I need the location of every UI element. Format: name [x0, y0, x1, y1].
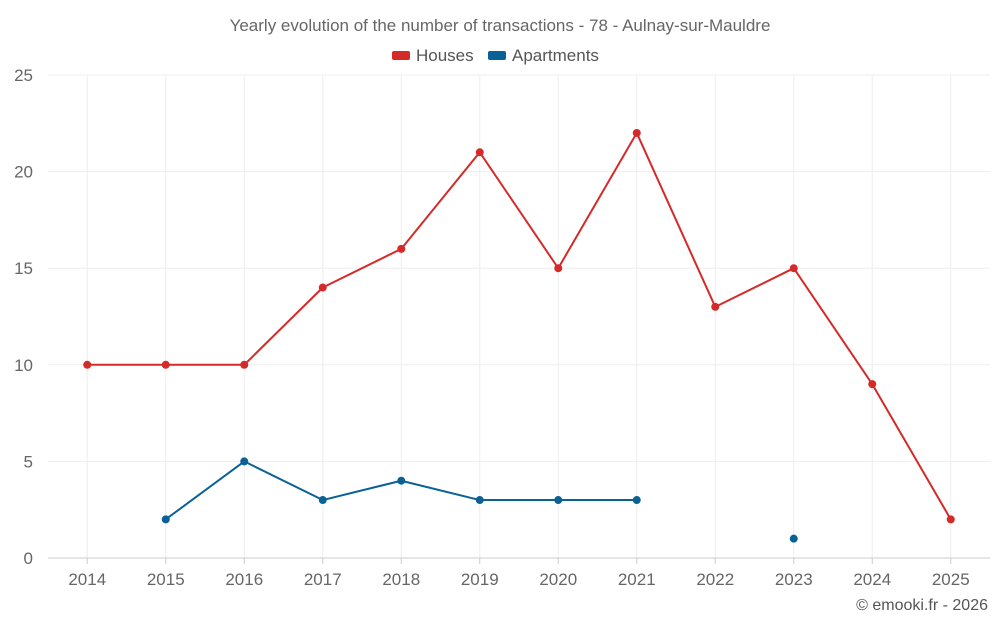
data-point-houses[interactable] [397, 244, 406, 253]
data-point-houses[interactable] [946, 515, 955, 524]
legend-item-apartments[interactable]: Apartments [488, 46, 599, 65]
x-tick-label: 2024 [853, 570, 891, 589]
data-point-apartments[interactable] [161, 515, 170, 524]
series-line-houses [87, 131, 952, 520]
x-tick-label: 2017 [304, 570, 342, 589]
y-tick-label: 5 [24, 452, 33, 471]
chart-title: Yearly evolution of the number of transa… [230, 16, 771, 35]
y-axis-ticks: 0 5 10 15 20 25 [14, 66, 33, 568]
x-tick-label: 2023 [775, 570, 813, 589]
data-point-houses[interactable] [868, 380, 877, 389]
x-tick-label: 2014 [68, 570, 106, 589]
legend: Houses Apartments [392, 46, 599, 65]
x-axis-ticks: 2014 2015 2016 2017 2018 2019 2020 2021 2022 2023… [68, 558, 970, 589]
y-tick-label: 10 [14, 356, 33, 375]
data-point-houses[interactable] [789, 264, 798, 273]
legend-swatch-apartments [488, 51, 506, 60]
x-tick-label: 2022 [696, 570, 734, 589]
data-point-houses[interactable] [240, 360, 249, 369]
grid [48, 74, 990, 558]
x-tick-label: 2025 [932, 570, 970, 589]
data-point-houses[interactable] [475, 148, 484, 157]
legend-label-apartments: Apartments [512, 46, 599, 65]
data-point-apartments[interactable] [475, 496, 484, 505]
data-point-apartments[interactable] [789, 534, 798, 543]
series-apartments [161, 457, 798, 543]
x-tick-label: 2015 [147, 570, 185, 589]
series-houses [83, 128, 955, 524]
data-point-apartments[interactable] [554, 496, 563, 505]
y-tick-label: 15 [14, 259, 33, 278]
legend-item-houses[interactable]: Houses [392, 46, 474, 65]
y-tick-label: 20 [14, 163, 33, 182]
data-point-houses[interactable] [632, 128, 641, 137]
x-tick-label: 2021 [618, 570, 656, 589]
series [83, 128, 955, 543]
data-point-apartments[interactable] [632, 496, 641, 505]
x-tick-label: 2020 [539, 570, 577, 589]
data-point-houses[interactable] [161, 360, 170, 369]
data-point-houses[interactable] [318, 283, 327, 292]
y-tick-label: 25 [14, 66, 33, 85]
legend-label-houses: Houses [416, 46, 474, 65]
data-point-houses[interactable] [554, 264, 563, 273]
data-point-houses[interactable] [711, 302, 720, 311]
credit-text: © emooki.fr - 2026 [856, 597, 988, 614]
data-point-apartments[interactable] [397, 476, 406, 485]
x-tick-label: 2018 [382, 570, 420, 589]
legend-swatch-houses [392, 51, 410, 60]
data-point-apartments[interactable] [318, 496, 327, 505]
y-tick-label: 0 [24, 549, 33, 568]
data-point-apartments[interactable] [240, 457, 249, 466]
x-tick-label: 2019 [461, 570, 499, 589]
data-point-houses[interactable] [83, 360, 92, 369]
x-tick-label: 2016 [225, 570, 263, 589]
